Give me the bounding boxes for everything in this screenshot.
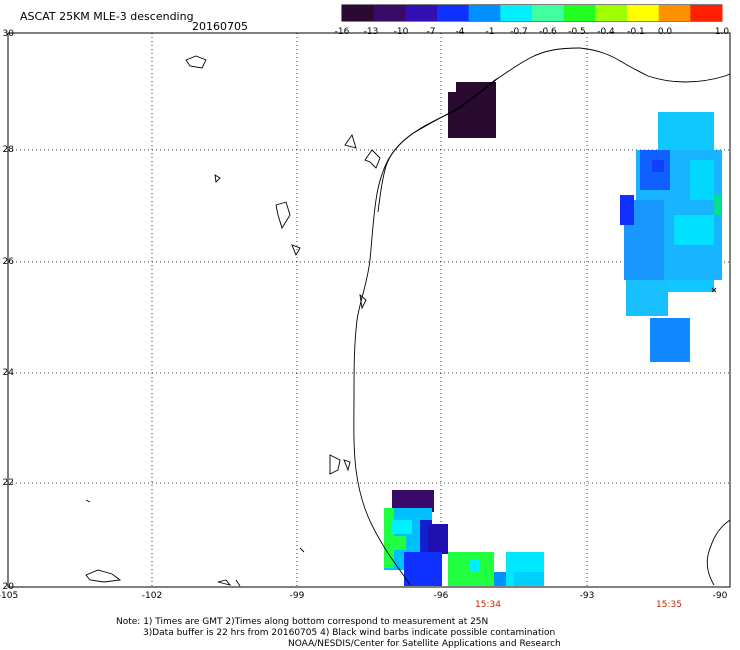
y-axis-label: 26 <box>2 257 14 267</box>
colorbar-cell <box>658 5 691 21</box>
colorbar-cell <box>468 5 501 21</box>
note-line-2: 3)Data buffer is 22 hrs from 20160705 4)… <box>143 628 556 638</box>
x-axis-label: -102 <box>141 591 163 601</box>
x-axis-label: -96 <box>433 591 449 601</box>
y-axis-label: 28 <box>2 145 14 155</box>
colorbar-cell <box>500 5 533 21</box>
mle-data-patches <box>384 82 722 586</box>
colorbar-label: -0.4 <box>597 27 615 37</box>
colorbar <box>341 4 723 22</box>
y-axis-label: 30 <box>2 29 14 39</box>
date-label: 20160705 <box>192 20 248 33</box>
grid <box>8 33 730 587</box>
note-line-3: NOAA/NESDIS/Center for Satellite Applica… <box>288 639 561 649</box>
colorbar-label: 1.0 <box>714 27 730 37</box>
colorbar-label: -16 <box>334 27 350 37</box>
colorbar-cell <box>437 5 470 21</box>
x-axis-label: -93 <box>579 591 595 601</box>
data-patch-east <box>620 112 722 362</box>
colorbar-label: -0.6 <box>539 27 557 37</box>
y-axis-label: 20 <box>2 582 14 592</box>
colorbar-cell <box>532 5 565 21</box>
time-label: 15:35 <box>656 600 682 610</box>
colorbar-label: -0.5 <box>568 27 586 37</box>
time-label: 15:34 <box>475 600 501 610</box>
y-axis-label: 24 <box>2 368 14 378</box>
colorbar-label: -13 <box>363 27 379 37</box>
colorbar-label: -0.7 <box>510 27 528 37</box>
data-patch <box>448 92 496 138</box>
data-patch-south <box>384 490 544 586</box>
x-axis-label: -99 <box>289 591 305 601</box>
colorbar-cell <box>627 5 660 21</box>
colorbar-label: -4 <box>455 27 465 37</box>
x-axis-label: -105 <box>0 591 19 601</box>
colorbar-label: -7 <box>426 27 436 37</box>
colorbar-cell <box>342 5 375 21</box>
plot-frame <box>7 32 731 588</box>
colorbar-label: -10 <box>393 27 409 37</box>
colorbar-label: -1 <box>485 27 495 37</box>
y-axis-label: 22 <box>2 478 14 488</box>
note-line-1: Note: 1) Times are GMT 2)Times along bot… <box>116 617 489 627</box>
colorbar-cell <box>690 5 723 21</box>
colorbar-cell <box>405 5 438 21</box>
colorbar-cell <box>373 5 406 21</box>
chart-title: ASCAT 25KM MLE-3 descending <box>20 10 194 23</box>
colorbar-label: 0.0 <box>657 27 673 37</box>
coastline <box>85 47 731 587</box>
colorbar-cell <box>563 5 596 21</box>
x-axis-label: -90 <box>712 591 728 601</box>
colorbar-cell <box>595 5 628 21</box>
colorbar-label: -0.1 <box>627 27 645 37</box>
